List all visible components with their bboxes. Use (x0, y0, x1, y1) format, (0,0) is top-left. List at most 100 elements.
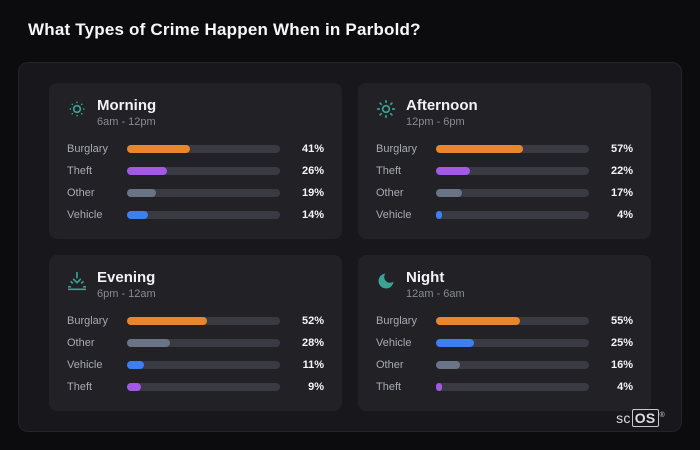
bar-label: Other (67, 337, 95, 349)
bar-track (436, 167, 589, 175)
bar-row: Burglary 52% (67, 314, 324, 328)
page-title: What Types of Crime Happen When in Parbo… (28, 20, 421, 39)
bar-label: Burglary (67, 143, 108, 155)
dashboard-panel: Morning 6am - 12pm Burglary 41% Theft 26… (18, 62, 682, 432)
card-subtitle: 6pm - 12am (97, 288, 156, 300)
bar-row: Theft 26% (67, 164, 324, 178)
bar-fill (127, 383, 141, 391)
card-evening-head-text: Evening 6pm - 12am (97, 269, 156, 300)
bar-label: Theft (376, 381, 402, 393)
bar-track (127, 145, 280, 153)
bar-fill (436, 167, 470, 175)
card-title: Morning (97, 97, 157, 114)
bar-value: 17% (610, 187, 633, 199)
bar-rows: Burglary 55% Vehicle 25% Other 16% (376, 314, 633, 394)
bar-row: Burglary 41% (67, 142, 324, 156)
bar-label: Vehicle (67, 359, 103, 371)
card-morning-header: Morning 6am - 12pm (67, 97, 324, 128)
bar-value: 25% (610, 337, 633, 349)
card-title: Night (406, 269, 445, 286)
bar-row: Vehicle 25% (376, 336, 633, 350)
brand-prefix: sc (616, 410, 631, 426)
bar-value: 28% (301, 337, 324, 349)
bar-value: 9% (308, 381, 324, 393)
bar-row: Vehicle 11% (67, 358, 324, 372)
registered-mark: ® (659, 412, 665, 419)
sunset-icon (67, 271, 87, 291)
bar-rows: Burglary 52% Other 28% Vehicle 11% (67, 314, 324, 394)
bar-track (436, 317, 589, 325)
bar-value: 22% (610, 165, 633, 177)
bar-track (127, 317, 280, 325)
bar-label: Vehicle (67, 209, 103, 221)
card-evening-header: Evening 6pm - 12am (67, 269, 324, 300)
bar-value: 14% (301, 209, 324, 221)
bar-fill (436, 145, 524, 153)
bar-fill (127, 317, 207, 325)
bar-fill (436, 383, 443, 391)
bar-track (127, 167, 280, 175)
card-afternoon-header: Afternoon 12pm - 6pm (376, 97, 633, 128)
bar-value: 11% (302, 359, 324, 371)
moon-icon (376, 271, 396, 291)
bar-label: Burglary (376, 143, 417, 155)
bar-row: Theft 4% (376, 380, 633, 394)
card-night: Night 12am - 6am Burglary 55% Vehicle 25… (358, 255, 651, 411)
bar-row: Burglary 55% (376, 314, 633, 328)
bar-fill (436, 317, 521, 325)
bar-track (127, 361, 280, 369)
bar-track (127, 339, 280, 347)
bar-row: Vehicle 4% (376, 208, 633, 222)
bar-track (436, 189, 589, 197)
bar-row: Other 19% (67, 186, 324, 200)
bar-value: 26% (301, 165, 324, 177)
bar-value: 57% (610, 143, 633, 155)
bar-fill (436, 339, 475, 347)
bar-label: Other (376, 359, 404, 371)
bar-label: Burglary (376, 315, 417, 327)
card-afternoon-head-text: Afternoon 12pm - 6pm (406, 97, 478, 128)
bar-value: 52% (301, 315, 324, 327)
bar-track (127, 383, 280, 391)
bar-fill (127, 211, 149, 219)
sun-dim-icon (67, 99, 87, 119)
card-subtitle: 12am - 6am (406, 288, 465, 300)
card-morning: Morning 6am - 12pm Burglary 41% Theft 26… (49, 83, 342, 239)
bar-label: Vehicle (376, 209, 412, 221)
bar-track (436, 339, 589, 347)
card-title: Evening (97, 269, 156, 286)
bar-fill (436, 361, 461, 369)
card-subtitle: 12pm - 6pm (406, 116, 465, 128)
sun-icon (376, 99, 396, 119)
cards-grid: Morning 6am - 12pm Burglary 41% Theft 26… (19, 63, 681, 411)
brand-logo: sc OS ® (616, 409, 665, 427)
bar-track (436, 383, 589, 391)
bar-track (127, 189, 280, 197)
bar-rows: Burglary 57% Theft 22% Other 17% (376, 142, 633, 222)
bar-fill (127, 145, 190, 153)
bar-fill (436, 211, 443, 219)
bar-track (436, 211, 589, 219)
bar-fill (127, 167, 167, 175)
bar-row: Other 16% (376, 358, 633, 372)
card-evening: Evening 6pm - 12am Burglary 52% Other 28… (49, 255, 342, 411)
bar-fill (127, 339, 170, 347)
card-afternoon: Afternoon 12pm - 6pm Burglary 57% Theft … (358, 83, 651, 239)
bar-label: Other (67, 187, 95, 199)
bar-label: Theft (67, 381, 93, 393)
bar-row: Other 17% (376, 186, 633, 200)
bar-value: 41% (301, 143, 324, 155)
bar-label: Theft (376, 165, 402, 177)
bar-row: Burglary 57% (376, 142, 633, 156)
bar-fill (127, 361, 144, 369)
card-subtitle: 6am - 12pm (97, 116, 156, 128)
bar-row: Other 28% (67, 336, 324, 350)
bar-value: 55% (610, 315, 633, 327)
bar-track (436, 145, 589, 153)
card-night-header: Night 12am - 6am (376, 269, 633, 300)
bar-value: 19% (301, 187, 324, 199)
card-title: Afternoon (406, 97, 478, 114)
bar-row: Theft 22% (376, 164, 633, 178)
bar-fill (127, 189, 157, 197)
